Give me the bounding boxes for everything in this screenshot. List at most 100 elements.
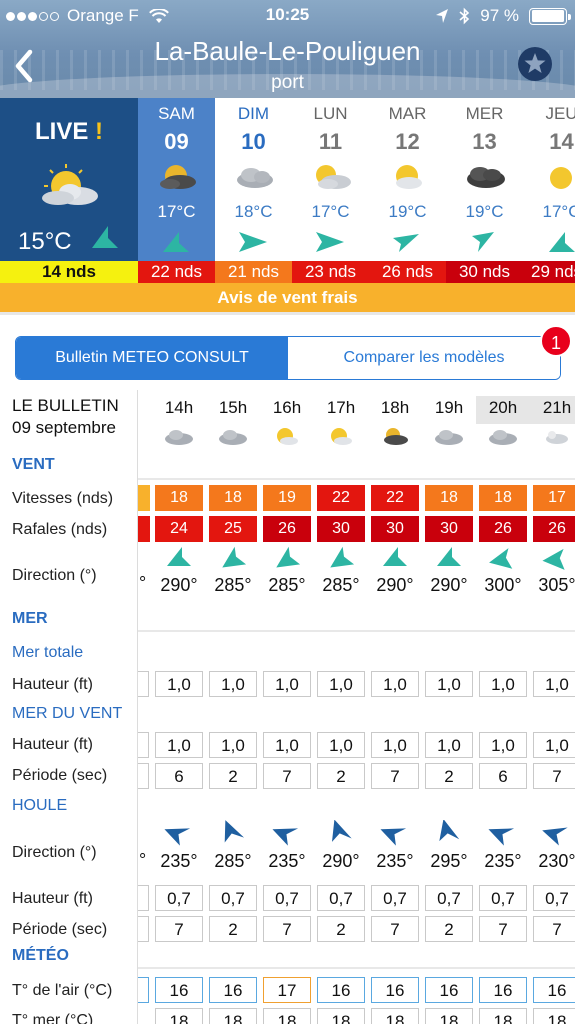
partial-direction-text: °	[139, 850, 147, 870]
mer-totale-height-cell: 1,0	[209, 671, 257, 697]
battery-fill	[531, 10, 564, 22]
swell-direction-arrow-icon	[331, 820, 352, 842]
label-t-air: T° de l'air (°C)	[12, 982, 113, 999]
wind-speed-badge: 14 nds	[0, 261, 138, 283]
partial-cell	[138, 516, 150, 542]
wind-direction-value: 290°	[430, 575, 468, 595]
swell-direction-value: 235°	[160, 851, 198, 871]
live-panel[interactable]: LIVE ! 15°C	[0, 98, 138, 261]
wind-speed-badge: 22 nds	[138, 261, 215, 283]
wind-direction-arrow-icon	[316, 232, 344, 252]
header: Orange F 10:25 97 % La-Baule-Le-Pouligue…	[0, 0, 575, 98]
hour-header: 21h	[530, 396, 575, 424]
mer-vent-height-cell: 1,0	[371, 732, 419, 758]
sun-cloud-dark-icon	[160, 165, 196, 189]
signal-dot	[28, 11, 37, 21]
signal-dot	[17, 11, 26, 21]
wind-direction-value: 290°	[160, 575, 198, 595]
wind-direction-arrow-icon	[472, 232, 494, 252]
wind-direction-arrow-icon	[542, 548, 565, 570]
wind-speed-cell: 17	[533, 485, 575, 511]
carrier-name: Orange F	[67, 6, 139, 25]
day-column-mon[interactable]: LUN 11 17°C	[292, 98, 369, 261]
hour-header: 20h	[476, 396, 530, 424]
swell-direction-value: 295°	[430, 851, 468, 871]
label-houle-periode: Période (sec)	[12, 921, 108, 938]
air-temperature-cell: 16	[155, 977, 203, 1003]
air-temperature-cell: 17	[263, 977, 311, 1003]
partial-cell	[138, 485, 150, 511]
sea-temperature-cell: 18	[263, 1008, 311, 1024]
bluetooth-icon	[459, 7, 470, 25]
partial-cell	[138, 885, 149, 911]
partial-cell	[138, 732, 149, 758]
mer-totale-height-cell: 1,0	[371, 671, 419, 697]
mer-totale-height-cell: 1,0	[155, 671, 203, 697]
mer-totale-height-cell: 1,0	[317, 671, 365, 697]
battery-icon	[529, 7, 571, 25]
sun-cloud-icon	[396, 165, 422, 189]
swell-period-cell: 7	[155, 916, 203, 942]
subsection-mer-totale: Mer totale	[12, 644, 84, 661]
header-dune	[0, 74, 575, 98]
wind-gust-cell: 25	[209, 516, 257, 542]
favorite-button[interactable]	[518, 47, 552, 81]
status-right: 97 %	[435, 5, 571, 27]
live-temperature: 15°C	[18, 228, 72, 255]
swell-period-cell: 7	[263, 916, 311, 942]
day-number: 13	[472, 129, 497, 154]
mer-vent-period-cell: 2	[425, 763, 473, 789]
day-column-tue[interactable]: MAR 12 19°C	[369, 98, 446, 261]
wind-alert-banner[interactable]: Avis de vent frais	[0, 283, 575, 312]
day-column-wed[interactable]: MER 13 19°C	[446, 98, 523, 261]
wind-direction-arrow-icon	[222, 546, 247, 568]
day-column-thu[interactable]: JEU 14 17°C	[523, 98, 575, 261]
label-vent-direction: Direction (°)	[12, 567, 97, 584]
day-column-sat[interactable]: SAM 09 17°C	[138, 98, 215, 261]
swell-direction-arrow-icon	[439, 820, 460, 842]
wind-gust-cell: 26	[263, 516, 311, 542]
cloud-icon	[435, 430, 463, 445]
back-button[interactable]	[8, 44, 44, 88]
label-mer-vent-periode: Période (sec)	[12, 767, 108, 784]
day-number: 10	[241, 129, 266, 154]
tab-bulletin[interactable]: Bulletin METEO CONSULT	[16, 337, 288, 379]
air-temperature-cell: 16	[317, 977, 365, 1003]
mer-vent-height-cell: 1,0	[317, 732, 365, 758]
wind-direction-arrow-icon	[383, 547, 407, 566]
section-mer: MER	[12, 610, 48, 627]
bulletin-table[interactable]: LE BULLETIN 09 septembre VENT Vitesses (…	[0, 390, 575, 1024]
section-vent: VENT	[12, 456, 55, 473]
hour-header: 18h	[380, 398, 410, 417]
mer-totale-height-cell: 1,0	[479, 671, 527, 697]
label-houle-direction: Direction (°)	[12, 844, 97, 861]
wind-speed-cell: 22	[371, 485, 419, 511]
day-column-sun[interactable]: DIM 10 18°C	[215, 98, 292, 261]
sea-temperature-cell: 18	[155, 1008, 203, 1024]
sun-icon	[550, 167, 572, 189]
wind-speed-cell: 18	[479, 485, 527, 511]
label-mer-totale-hauteur: Hauteur (ft)	[12, 676, 93, 693]
mer-totale-height-cell: 1,0	[533, 671, 575, 697]
cloud-icon	[219, 430, 247, 445]
sea-temperature-cell: 18	[371, 1008, 419, 1024]
wind-speed-badge: 21 nds	[215, 261, 292, 283]
label-mer-vent-hauteur: Hauteur (ft)	[12, 736, 93, 753]
swell-height-cell: 0,7	[263, 885, 311, 911]
cloud-icon	[165, 430, 193, 445]
section-divider	[0, 967, 575, 969]
wind-direction-value: 300°	[484, 575, 522, 595]
swell-period-cell: 7	[371, 916, 419, 942]
label-vitesses: Vitesses (nds)	[12, 490, 114, 507]
bulletin-date: 09 septembre	[12, 418, 116, 437]
mer-vent-period-cell: 2	[317, 763, 365, 789]
sea-temperature-cell: 18	[425, 1008, 473, 1024]
daily-forecast: LIVE ! 15°C SAM 09 17°C DIM 10	[0, 98, 575, 261]
page-title: La-Baule-Le-Pouliguen	[154, 36, 421, 66]
live-label: LIVE !	[0, 118, 138, 146]
swell-height-cell: 0,7	[317, 885, 365, 911]
tab-compare-models[interactable]: Comparer les modèles	[288, 337, 560, 379]
mer-vent-height-cell: 1,0	[479, 732, 527, 758]
mer-vent-height-cell: 1,0	[209, 732, 257, 758]
partial-cell	[138, 671, 149, 697]
